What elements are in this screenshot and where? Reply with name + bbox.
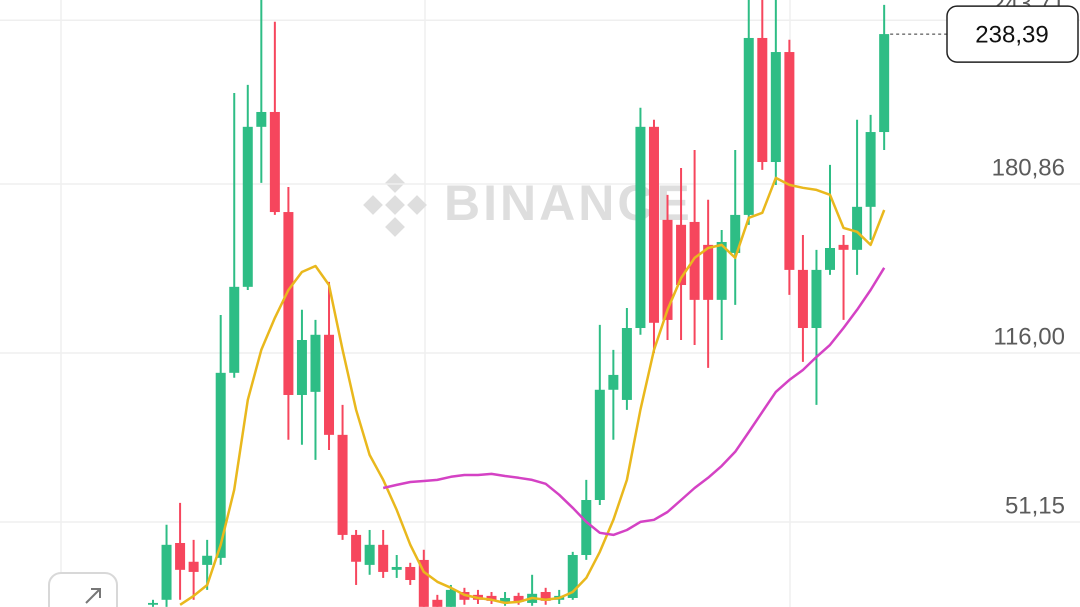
marks-layer bbox=[148, 0, 890, 607]
ma-line bbox=[179, 176, 886, 606]
expand-button[interactable] bbox=[48, 572, 118, 607]
candle-body bbox=[784, 52, 795, 270]
y-tick-label: 180,86 bbox=[992, 154, 1065, 181]
candle-body bbox=[148, 602, 158, 605]
candle-body bbox=[743, 37, 754, 215]
candle-body bbox=[676, 224, 687, 286]
candle-body bbox=[567, 554, 578, 598]
overlay-layer: 238,39 bbox=[48, 5, 1079, 607]
candle-body bbox=[730, 214, 741, 253]
candle-body bbox=[296, 339, 307, 395]
candle-body bbox=[581, 500, 592, 555]
candle-body bbox=[161, 544, 172, 600]
candle-body bbox=[825, 248, 835, 270]
watermark-logo bbox=[363, 173, 427, 237]
candle-body bbox=[202, 555, 213, 565]
candle-body bbox=[716, 242, 727, 300]
candle-body bbox=[256, 111, 267, 127]
candle-body bbox=[811, 269, 822, 329]
candle-body bbox=[648, 126, 659, 323]
candle-body bbox=[838, 244, 849, 250]
candle-body bbox=[283, 212, 294, 395]
candle-body bbox=[513, 595, 524, 602]
candle-body bbox=[662, 219, 673, 320]
candle-body bbox=[242, 126, 253, 287]
y-tick-label: 116,00 bbox=[993, 323, 1065, 350]
candle-body bbox=[594, 389, 605, 501]
candle-body bbox=[337, 434, 348, 535]
candle-body bbox=[879, 34, 890, 133]
candle-body bbox=[324, 334, 335, 435]
candle-body bbox=[229, 286, 240, 373]
candle-body bbox=[635, 126, 646, 329]
button-frame[interactable] bbox=[48, 572, 118, 607]
button-icon bbox=[85, 588, 101, 604]
candle-body bbox=[621, 328, 632, 400]
candle-body bbox=[797, 269, 808, 329]
y-tick-label: 51,15 bbox=[1005, 492, 1065, 519]
candle-body bbox=[703, 244, 714, 300]
candle-body bbox=[432, 599, 443, 607]
candle-body bbox=[391, 566, 402, 570]
candle-body bbox=[486, 595, 497, 601]
candle-body bbox=[418, 559, 429, 607]
candle-body bbox=[269, 111, 280, 213]
last-price-label: 238,39 bbox=[975, 21, 1048, 48]
candle-body bbox=[500, 597, 511, 602]
candle-body bbox=[351, 534, 362, 562]
candle-body bbox=[852, 206, 863, 250]
ma-line bbox=[382, 267, 886, 537]
candle-body bbox=[188, 561, 199, 572]
candle-body bbox=[364, 544, 375, 565]
candle-body bbox=[865, 132, 876, 207]
candle-body bbox=[310, 334, 321, 392]
candle-body bbox=[378, 544, 389, 572]
candle-body bbox=[445, 589, 456, 607]
last-price-box bbox=[946, 5, 1079, 63]
candle-body bbox=[540, 591, 551, 601]
candle-body bbox=[405, 566, 416, 581]
candle-body bbox=[608, 374, 619, 390]
candle-body bbox=[770, 52, 781, 163]
candle-body bbox=[175, 542, 186, 570]
candle-body bbox=[215, 372, 226, 558]
candle-body bbox=[689, 221, 700, 300]
candle-body bbox=[757, 37, 768, 163]
